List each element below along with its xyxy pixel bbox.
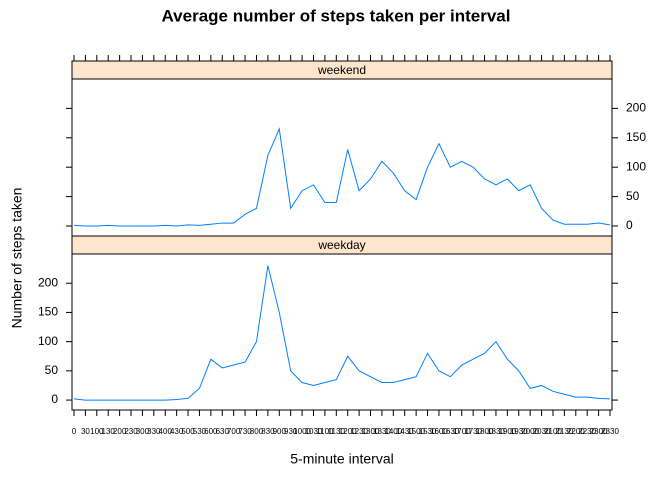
x-tick-label: 900 <box>273 427 287 436</box>
x-tick-label: 1630 <box>441 427 459 436</box>
x-tick-label: 1100 <box>316 427 334 436</box>
x-tick-label: 1430 <box>396 427 414 436</box>
x-tick-label: 730 <box>238 427 252 436</box>
x-tick-label: 2100 <box>544 427 562 436</box>
x-tick-label: 100 <box>90 427 104 436</box>
strip-label: weekend <box>317 63 366 77</box>
x-tick-label: 2300 <box>590 427 608 436</box>
y-tick-label: 100 <box>38 334 58 348</box>
data-line <box>73 265 611 401</box>
y-tick-label: 150 <box>626 130 646 144</box>
x-tick-label: 430 <box>170 427 184 436</box>
x-tick-label: 500 <box>181 427 195 436</box>
y-tick-label: 200 <box>38 275 58 289</box>
x-tick-label: 130 <box>102 427 116 436</box>
chart-title: Average number of steps taken per interv… <box>162 6 511 25</box>
data-line <box>73 127 611 227</box>
x-tick-label: 1900 <box>498 427 516 436</box>
x-tick-label: 1300 <box>362 427 380 436</box>
y-tick-label: 200 <box>626 101 646 115</box>
x-tick-label: 1200 <box>339 427 357 436</box>
x-tick-label: 1930 <box>510 427 528 436</box>
x-tick-label: 2200 <box>567 427 585 436</box>
x-tick-label: 2030 <box>533 427 551 436</box>
x-tick-label: 2330 <box>601 427 619 436</box>
x-tick-label: 1330 <box>373 427 391 436</box>
panel <box>71 253 613 411</box>
x-tick-label: 300 <box>136 427 150 436</box>
x-tick-label: 2230 <box>578 427 596 436</box>
x-tick-label: 1500 <box>407 427 425 436</box>
x-tick-label: 700 <box>227 427 241 436</box>
strip-label: weekday <box>317 238 365 252</box>
x-tick-label: 1730 <box>464 427 482 436</box>
x-tick-label: 2130 <box>555 427 573 436</box>
x-tick-label: 1130 <box>328 427 346 436</box>
y-tick-label: 150 <box>38 305 58 319</box>
x-tick-label: 1600 <box>430 427 448 436</box>
x-axis-label: 5-minute interval <box>290 451 394 467</box>
x-tick-label: 1400 <box>384 427 402 436</box>
x-tick-label: 600 <box>204 427 218 436</box>
x-tick-label: 330 <box>147 427 161 436</box>
x-tick-label: 530 <box>193 427 207 436</box>
y-tick-label: 50 <box>45 363 59 377</box>
x-tick-label: 1000 <box>293 427 311 436</box>
y-tick-label: 50 <box>626 189 640 203</box>
x-tick-label: 800 <box>250 427 264 436</box>
x-tick-label: 1230 <box>350 427 368 436</box>
y-tick-label: 0 <box>51 392 58 406</box>
panel <box>71 78 613 237</box>
x-tick-label: 2000 <box>521 427 539 436</box>
x-tick-label: 200 <box>113 427 127 436</box>
x-tick-label: 1800 <box>476 427 494 436</box>
x-tick-label: 230 <box>124 427 138 436</box>
y-axis-label: Number of steps taken <box>9 188 25 329</box>
x-tick-label: 1830 <box>487 427 505 436</box>
x-tick-label: 1700 <box>453 427 471 436</box>
x-tick-label: 1030 <box>305 427 323 436</box>
y-tick-label: 0 <box>626 218 633 232</box>
x-tick-label: 930 <box>284 427 298 436</box>
x-tick-label: 1530 <box>419 427 437 436</box>
y-tick-label: 100 <box>626 159 646 173</box>
x-tick-label: 400 <box>159 427 173 436</box>
x-tick-label: 830 <box>261 427 275 436</box>
x-tick-label: 30 <box>81 427 90 436</box>
x-tick-label: 630 <box>216 427 230 436</box>
x-tick-label: 0 <box>72 427 77 436</box>
